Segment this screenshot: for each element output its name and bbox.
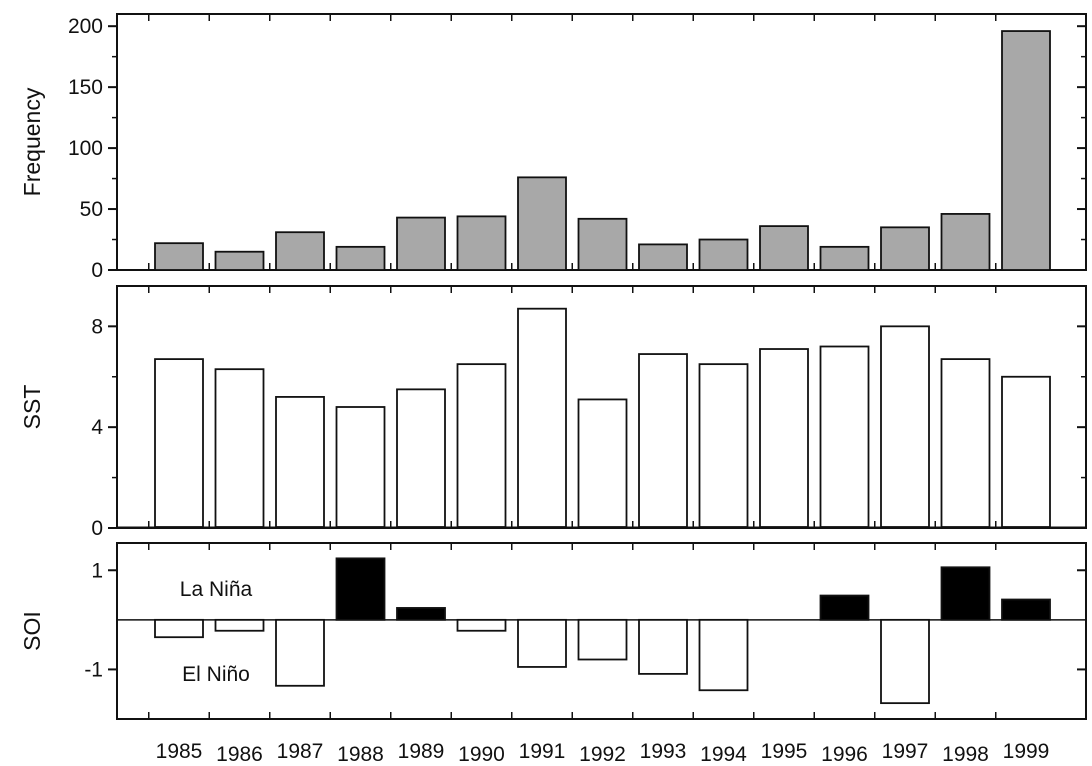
ytick-label-sst: 0 — [91, 517, 103, 540]
bar-frequency-1989 — [396, 216, 446, 271]
bar-frequency-1988 — [335, 245, 386, 271]
bar-frequency-1997 — [880, 226, 930, 271]
ytick-label-soi: -1 — [84, 658, 103, 681]
bar-frequency-1987 — [275, 231, 325, 271]
xtick-label-1993: 1993 — [640, 740, 687, 763]
bar-soi-1985 — [154, 618, 204, 639]
bar-soi-1997 — [880, 618, 930, 705]
bar-sst-1998 — [940, 358, 991, 528]
bar-sst-1996 — [819, 345, 870, 528]
bar-frequency-1998 — [940, 213, 991, 271]
xtick-label-1999: 1999 — [1003, 740, 1050, 763]
bar-sst-1990 — [456, 363, 507, 528]
xtick-label-1992: 1992 — [579, 743, 626, 766]
annotation-el-nino: El Niño — [182, 663, 250, 686]
bar-soi-1993 — [638, 618, 688, 675]
ytick-label-frequency: 200 — [68, 15, 103, 38]
bar-frequency-1996 — [819, 245, 870, 271]
ylabel-frequency: Frequency — [19, 87, 45, 196]
bar-frequency-1994 — [698, 238, 749, 271]
bar-soi-1988 — [335, 557, 386, 621]
xtick-label-1987: 1987 — [277, 740, 324, 763]
xtick-label-1994: 1994 — [700, 743, 747, 766]
bar-sst-1999 — [1001, 375, 1051, 528]
xtick-label-1988: 1988 — [337, 743, 384, 766]
bar-soi-1999 — [1001, 598, 1051, 621]
bar-sst-1992 — [577, 398, 628, 528]
panel-frame-sst — [116, 285, 1087, 529]
xtick-label-1997: 1997 — [882, 740, 929, 763]
bar-soi-1989 — [396, 607, 446, 621]
bar-frequency-1986 — [214, 250, 265, 271]
bar-sst-1993 — [638, 353, 688, 528]
bar-sst-1988 — [335, 406, 386, 528]
bar-sst-1986 — [214, 368, 265, 528]
xtick-label-1995: 1995 — [761, 740, 808, 763]
ytick-label-frequency: 50 — [80, 198, 103, 221]
ytick-label-frequency: 0 — [91, 259, 103, 282]
ylabel-soi: SOI — [19, 611, 45, 651]
ylabel-sst: SST — [19, 385, 45, 430]
ytick-label-soi: 1 — [91, 559, 103, 582]
xtick-label-1989: 1989 — [398, 740, 445, 763]
bar-frequency-1995 — [759, 225, 809, 271]
bar-sst-1997 — [880, 325, 930, 528]
bar-frequency-1992 — [577, 217, 628, 271]
bar-sst-1989 — [396, 388, 446, 528]
bar-soi-1991 — [517, 618, 567, 668]
ytick-label-sst: 4 — [91, 416, 103, 439]
bar-soi-1994 — [698, 618, 749, 692]
ytick-label-frequency: 150 — [68, 76, 103, 99]
xtick-label-1990: 1990 — [458, 743, 505, 766]
ytick-label-frequency: 100 — [68, 137, 103, 160]
bar-frequency-1991 — [517, 176, 567, 271]
ytick-label-sst: 8 — [91, 315, 103, 338]
bar-sst-1987 — [275, 396, 325, 528]
bar-sst-1995 — [759, 348, 809, 528]
annotation-la-nina: La Niña — [180, 578, 253, 601]
bar-sst-1985 — [154, 358, 204, 528]
bar-frequency-1993 — [638, 243, 688, 271]
xtick-label-1996: 1996 — [821, 743, 868, 766]
bar-soi-1996 — [819, 594, 870, 621]
bar-soi-1992 — [577, 618, 628, 661]
bar-soi-1990 — [456, 618, 507, 632]
bar-soi-1998 — [940, 566, 991, 621]
xtick-label-1985: 1985 — [156, 740, 203, 763]
panel-frame-soi — [116, 542, 1087, 720]
bar-sst-1994 — [698, 363, 749, 528]
bar-soi-1986 — [214, 618, 265, 632]
bar-frequency-1990 — [456, 215, 507, 271]
xtick-label-1991: 1991 — [519, 740, 566, 763]
bar-frequency-1985 — [154, 242, 204, 271]
bar-sst-1991 — [517, 307, 567, 528]
bar-frequency-1999 — [1001, 30, 1051, 271]
xtick-label-1986: 1986 — [216, 743, 263, 766]
bar-soi-1987 — [275, 618, 325, 687]
xtick-label-1998: 1998 — [942, 743, 989, 766]
